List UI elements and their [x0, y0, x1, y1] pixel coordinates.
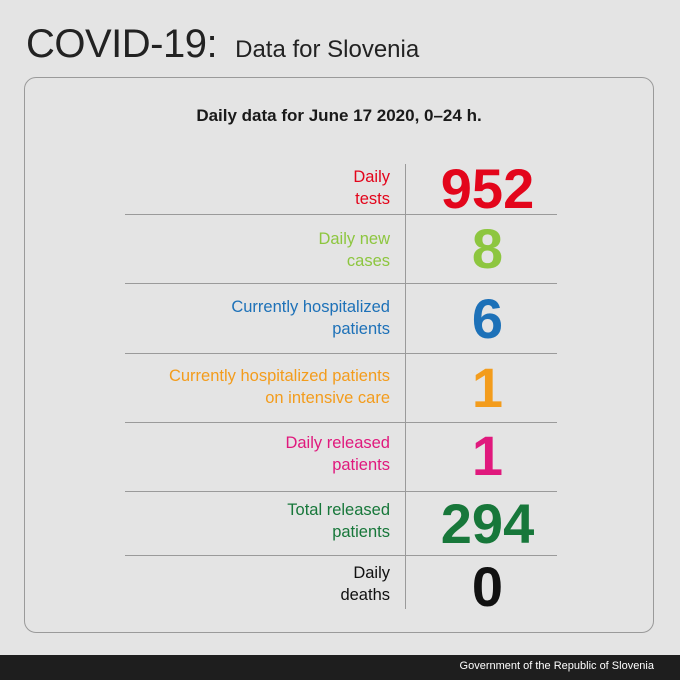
footer-text: Government of the Republic of Slovenia — [459, 660, 654, 672]
stat-value: 1 — [471, 424, 504, 487]
stat-label-line2: patients — [332, 523, 390, 541]
row-divider — [125, 283, 557, 284]
stat-label-line2: cases — [346, 252, 390, 270]
stat-label-line1: Daily — [353, 564, 390, 582]
stat-label: Daily new cases — [100, 228, 390, 272]
row-divider — [125, 422, 557, 423]
stat-label: Daily released patients — [100, 432, 390, 476]
stat-label-line1: Daily released — [285, 434, 390, 452]
stat-label-line1: Daily new — [318, 230, 390, 248]
stat-label: Currently hospitalized patients — [100, 296, 390, 340]
column-divider — [405, 164, 406, 609]
row-divider — [125, 353, 557, 354]
footer-bar: Government of the Republic of Slovenia — [0, 655, 680, 680]
stat-label-line1: Total released — [287, 501, 390, 519]
stat-value: 1 — [471, 356, 504, 419]
stat-label: Total released patients — [100, 499, 390, 543]
stat-label-line1: Daily — [353, 168, 390, 186]
card-heading: Daily data for June 17 2020, 0–24 h. — [196, 106, 482, 125]
stat-value: 294 — [440, 492, 535, 555]
stat-label-line2: deaths — [340, 586, 390, 604]
stat-row-hospitalized: Currently hospitalized patients 6 — [125, 284, 557, 354]
stat-label-line2: on intensive care — [265, 389, 390, 407]
stat-label-line2: patients — [332, 320, 390, 338]
stat-label-line1: Currently hospitalized — [231, 298, 390, 316]
stat-row-daily-tests: Daily tests 952 — [125, 161, 557, 217]
stat-value: 0 — [471, 555, 504, 618]
stat-label-line1: Currently hospitalized patients — [168, 367, 390, 385]
stat-value: 6 — [471, 287, 504, 350]
page-title: COVID-19: — [26, 22, 218, 66]
stat-label-line2: tests — [355, 190, 390, 208]
page-header: COVID-19: Data for Slovenia — [26, 22, 419, 67]
row-divider — [125, 555, 557, 556]
stat-row-daily-deaths: Daily deaths 0 — [125, 556, 557, 615]
stat-label: Currently hospitalized patients on inten… — [100, 365, 390, 409]
stat-label: Daily deaths — [100, 562, 390, 606]
stat-label-line2: patients — [332, 456, 390, 474]
daily-data-card: Daily data for June 17 2020, 0–24 h. Dai… — [24, 77, 654, 633]
stat-value: 952 — [440, 157, 535, 220]
stat-label: Daily tests — [100, 166, 390, 210]
stat-value: 8 — [471, 217, 504, 280]
row-divider — [125, 214, 557, 215]
page-subtitle: Data for Slovenia — [235, 36, 420, 63]
stat-row-daily-new-cases: Daily new cases 8 — [125, 215, 557, 284]
row-divider — [125, 491, 557, 492]
stat-row-daily-released: Daily released patients 1 — [125, 423, 557, 492]
stat-row-intensive-care: Currently hospitalized patients on inten… — [125, 354, 557, 423]
stat-row-total-released: Total released patients 294 — [125, 492, 557, 556]
